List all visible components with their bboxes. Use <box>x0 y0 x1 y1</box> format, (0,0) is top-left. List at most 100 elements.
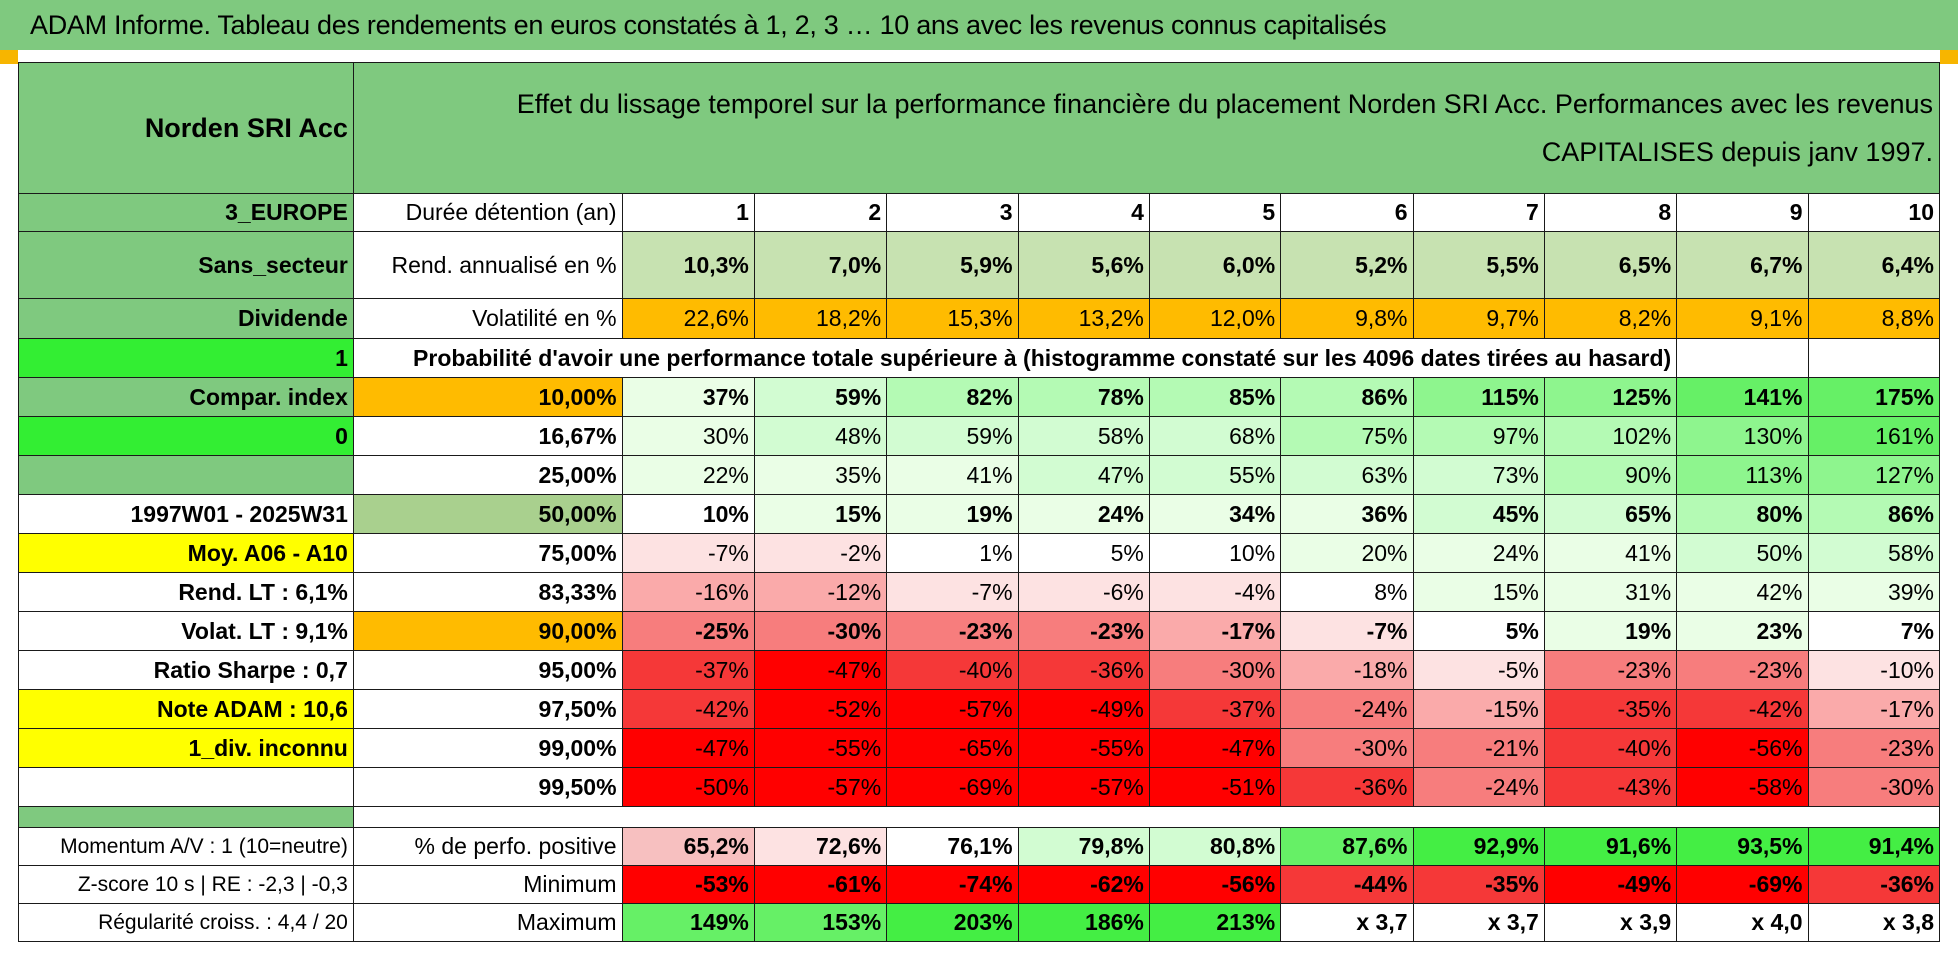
quantile-cell: 37% <box>621 377 755 417</box>
quantile-label: 99,00% <box>352 728 623 768</box>
quantile-cell: -23% <box>886 611 1019 651</box>
volatility-cell: 9,1% <box>1676 298 1809 339</box>
maximum-cell: 153% <box>753 903 888 942</box>
quantile-label: 10,00% <box>352 377 623 417</box>
maximum-label: Maximum <box>352 903 623 942</box>
annual-return-cell: 10,3% <box>621 231 755 299</box>
positive-perf-cell: 92,9% <box>1412 827 1545 866</box>
quantile-cell: 10% <box>621 494 755 534</box>
minimum-cell: -44% <box>1280 865 1414 904</box>
quantile-cell: 22% <box>621 455 755 495</box>
quantile-cell: 78% <box>1017 377 1150 417</box>
quantile-cell: 23% <box>1676 611 1809 651</box>
quantile-cell: 63% <box>1280 455 1414 495</box>
quantile-cell: -7% <box>621 533 755 573</box>
quantile-cell: 42% <box>1676 572 1809 612</box>
maximum-cell: 203% <box>886 903 1019 942</box>
positive-perf-cell: 87,6% <box>1280 827 1414 866</box>
quantile-cell: -36% <box>1280 767 1414 807</box>
quantile-cell: -23% <box>1017 611 1150 651</box>
year-header-6: 6 <box>1280 193 1414 232</box>
quantile-cell: -23% <box>1543 650 1678 690</box>
year-header-4: 4 <box>1017 193 1150 232</box>
quantile-label: 97,50% <box>352 689 623 729</box>
quantile-cell: -36% <box>1017 650 1150 690</box>
annual-return-label: Rend. annualisé en % <box>352 231 623 299</box>
quantile-cell: 102% <box>1543 416 1678 456</box>
quantile-cell: -24% <box>1412 767 1545 807</box>
quantile-cell: -40% <box>886 650 1019 690</box>
annual-return-cell: 6,5% <box>1543 231 1678 299</box>
quantile-cell: 75% <box>1280 416 1414 456</box>
quantile-label: 25,00% <box>352 455 623 495</box>
quantile-cell: 68% <box>1148 416 1282 456</box>
quantile-cell: -12% <box>753 572 888 612</box>
quantile-cell: -10% <box>1807 650 1940 690</box>
quantile-cell: -23% <box>1807 728 1940 768</box>
volatility-cell: 18,2% <box>753 298 888 339</box>
maximum-cell: x 4,0 <box>1676 903 1809 942</box>
quantile-label: 50,00% <box>352 494 623 534</box>
quantile-cell: 41% <box>886 455 1019 495</box>
maximum-cell: 149% <box>621 903 755 942</box>
annual-return-cell: 6,7% <box>1676 231 1809 299</box>
quantile-label: 99,50% <box>352 767 623 807</box>
annual-return-cell: 5,5% <box>1412 231 1545 299</box>
quantile-cell: 90% <box>1543 455 1678 495</box>
quantile-cell: -37% <box>621 650 755 690</box>
maximum-cell: 186% <box>1017 903 1150 942</box>
annual-return-cell: 7,0% <box>753 231 888 299</box>
report-title: ADAM Informe. Tableau des rendements en … <box>0 0 1958 50</box>
minimum-cell: -36% <box>1807 865 1940 904</box>
minimum-cell: -62% <box>1017 865 1150 904</box>
quantile-cell: -56% <box>1676 728 1809 768</box>
year-header-2: 2 <box>753 193 888 232</box>
quantile-cell: 15% <box>1412 572 1545 612</box>
minimum-label: Minimum <box>352 865 623 904</box>
quantile-cell: -17% <box>1807 689 1940 729</box>
quantile-cell: 1% <box>886 533 1019 573</box>
quantile-cell: -42% <box>621 689 755 729</box>
quantile-cell: -37% <box>1148 689 1282 729</box>
quantile-cell: 8% <box>1280 572 1414 612</box>
quantile-cell: 73% <box>1412 455 1545 495</box>
quantile-cell: 86% <box>1280 377 1414 417</box>
positive-perf-cell: 93,5% <box>1676 827 1809 866</box>
quantile-cell: -52% <box>753 689 888 729</box>
quantile-cell: 55% <box>1148 455 1282 495</box>
quantile-cell: 85% <box>1148 377 1282 417</box>
positive-perf-cell: 65,2% <box>621 827 755 866</box>
quantile-cell: 65% <box>1543 494 1678 534</box>
positive-perf-cell: 80,8% <box>1148 827 1282 866</box>
minimum-cell: -53% <box>621 865 755 904</box>
period-label: 1997W01 - 2025W31 <box>18 494 354 534</box>
rend-lt-label: Rend. LT : 6,1% <box>18 572 354 612</box>
quantile-label: 16,67% <box>352 416 623 456</box>
div-label: 1_div. inconnu <box>18 728 354 768</box>
positive-perf-cell: 91,6% <box>1543 827 1678 866</box>
maximum-cell: x 3,7 <box>1412 903 1545 942</box>
quantile-cell: -30% <box>1280 728 1414 768</box>
volatility-cell: 8,2% <box>1543 298 1678 339</box>
volatility-cell: 13,2% <box>1017 298 1150 339</box>
year-header-3: 3 <box>886 193 1019 232</box>
quantile-cell: -47% <box>621 728 755 768</box>
positive-perf-cell: 72,6% <box>753 827 888 866</box>
minimum-cell: -74% <box>886 865 1019 904</box>
quantile-cell: -55% <box>1017 728 1150 768</box>
quantile-cell: 7% <box>1807 611 1940 651</box>
quantile-cell: -4% <box>1148 572 1282 612</box>
quantile-cell: 50% <box>1676 533 1809 573</box>
quantile-cell: 5% <box>1017 533 1150 573</box>
quantile-cell: -65% <box>886 728 1019 768</box>
quantile-cell: -42% <box>1676 689 1809 729</box>
maximum-cell: 213% <box>1148 903 1282 942</box>
quantile-cell: 125% <box>1543 377 1678 417</box>
quantile-cell: -55% <box>753 728 888 768</box>
quantile-cell: 82% <box>886 377 1019 417</box>
quantile-cell: 175% <box>1807 377 1940 417</box>
minimum-cell: -61% <box>753 865 888 904</box>
quantile-cell: 41% <box>1543 533 1678 573</box>
year-header-8: 8 <box>1543 193 1678 232</box>
returns-table: Norden SRI Acc Effet du lissage temporel… <box>18 62 1941 942</box>
